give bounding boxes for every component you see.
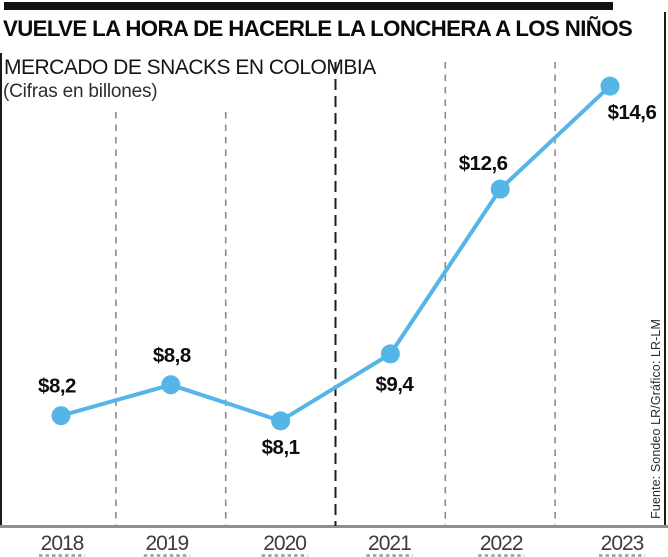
year-tick-label-2022: 2022	[480, 532, 523, 555]
year-tick-label-2023: 2023	[601, 532, 644, 555]
value-label-2019: $8,8	[153, 344, 191, 367]
chart-title: MERCADO DE SNACKS EN COLOMBIA	[4, 56, 376, 79]
value-label-2023: $14,6	[608, 101, 657, 124]
left-frame-border	[0, 53, 2, 527]
year-tick-label-2019: 2019	[145, 532, 188, 555]
data-point-2021	[380, 344, 400, 364]
chart-unit-note: (Cifras en billones)	[3, 81, 158, 102]
value-label-2021: $9,4	[375, 373, 414, 396]
headline: VUELVE LA HORA DE HACERLE LA LONCHERA A …	[3, 16, 633, 41]
year-tick-label-2020: 2020	[263, 532, 306, 555]
value-label-2020: $8,1	[262, 436, 300, 459]
data-point-2019	[161, 375, 181, 395]
data-point-2020	[271, 411, 291, 431]
x-axis-line	[0, 525, 668, 528]
year-tick-label-2018: 2018	[41, 532, 84, 555]
data-point-2018	[51, 406, 71, 426]
top-accent-bar	[4, 2, 613, 10]
right-frame-border	[664, 12, 666, 527]
source-credit: Fuente: Sondeo LR/Gráfico: LR-LM	[649, 319, 663, 519]
data-point-2023	[600, 76, 620, 96]
year-tick-label-2021: 2021	[368, 532, 411, 555]
value-label-2018: $8,2	[38, 375, 76, 398]
value-label-2022: $12,6	[459, 152, 508, 175]
trend-line	[59, 84, 612, 423]
data-point-2022	[490, 179, 510, 199]
